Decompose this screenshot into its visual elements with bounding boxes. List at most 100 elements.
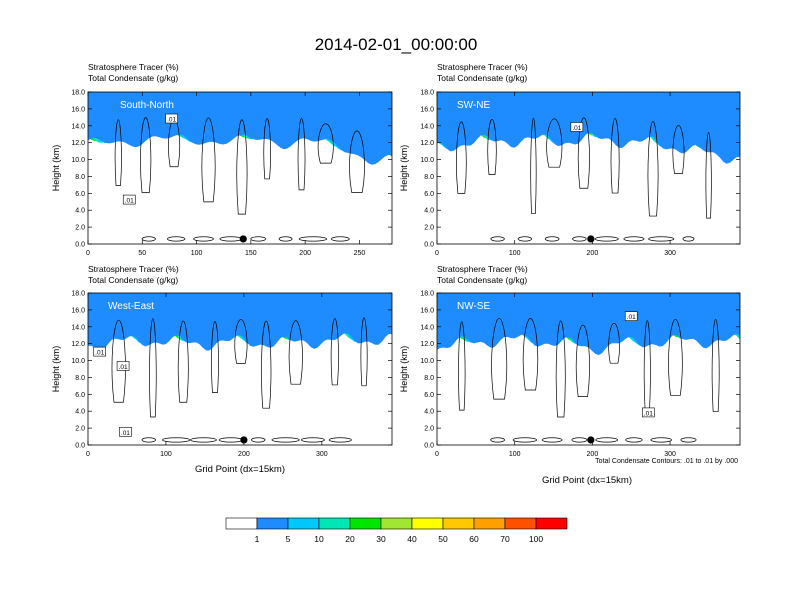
contour-label-box — [119, 427, 132, 437]
contour-label-box — [624, 311, 638, 321]
figure-title: 2014-02-01_00:00:00 — [315, 35, 478, 54]
surface-cloud-contour — [167, 236, 186, 242]
condensate-contour — [236, 119, 248, 215]
panel-south-north: Stratosphere Tracer (%) Total Condensate… — [51, 62, 393, 257]
panel-label-tracer: Stratosphere Tracer (%) — [88, 62, 179, 72]
y-tick-label: 6.0 — [75, 392, 85, 399]
colorbar-swatch — [287, 517, 320, 530]
tracer-band — [88, 92, 392, 165]
y-tick-label: 6.0 — [75, 191, 85, 198]
x-tick-label: 100 — [191, 250, 203, 257]
y-tick-label: 2.0 — [75, 426, 85, 433]
condensate-contours — [111, 317, 368, 443]
contour-label-box — [116, 361, 130, 371]
y-tick-label: 4.0 — [75, 409, 85, 416]
y-tick-label: 4.0 — [424, 409, 434, 416]
y-tick-label: 4.0 — [75, 208, 85, 215]
surface-cloud-contour — [162, 437, 191, 443]
panel-label-tracer: Stratosphere Tracer (%) — [437, 264, 528, 274]
location-marker — [239, 235, 247, 243]
colorbar-label: 60 — [469, 534, 479, 544]
surface-cloud-contour — [572, 236, 587, 242]
x-tick-label: 0 — [435, 451, 439, 458]
colorbar-label: 100 — [529, 534, 543, 544]
plot-frame — [436, 91, 741, 245]
condensate-contour — [491, 317, 508, 400]
plot-area: .01 .01 South-North 0.0 2.0 4.0 6.0 8.0 10.0 12.0… — [71, 90, 393, 257]
surface-cloud-contour — [595, 437, 619, 443]
condensate-contour — [530, 117, 537, 214]
x-tick-label: 0 — [86, 250, 90, 257]
colorbar-label: 30 — [376, 534, 386, 544]
x-tick-label: 300 — [664, 451, 676, 458]
panel-label-tracer: Stratosphere Tracer (%) — [88, 264, 179, 274]
x-tick-label: 300 — [664, 250, 676, 257]
condensate-contours — [456, 117, 712, 242]
x-tick-label: 100 — [509, 451, 521, 458]
section-annotation: NW-SE — [457, 301, 490, 312]
colorbar-swatch — [256, 517, 289, 530]
x-tick-label: 0 — [86, 451, 90, 458]
colorbar: 1 5 10 20 30 40 50 60 70 100 — [225, 517, 568, 544]
surface-cloud-contour — [623, 236, 645, 242]
colorbar-label: 50 — [438, 534, 448, 544]
condensate-contour — [672, 125, 685, 174]
y-tick-label: 14.0 — [420, 123, 434, 130]
y-axis-label: Height (km) — [399, 346, 409, 393]
surface-cloud-contour — [650, 437, 672, 443]
y-tick-label: 6.0 — [424, 392, 434, 399]
colorbar-swatch — [225, 517, 258, 530]
colorbar-label: 5 — [286, 534, 291, 544]
surface-cloud-contour — [141, 236, 156, 242]
contour-label: .01 — [644, 410, 653, 417]
panel-sw-ne: Stratosphere Tracer (%) Total Condensate… — [399, 62, 741, 257]
x-tick-label: 200 — [587, 250, 599, 257]
surface-cloud-contour — [490, 437, 505, 443]
x-tick-label: 50 — [138, 250, 146, 257]
y-tick-label: 0.0 — [424, 443, 434, 450]
panel-label-condensate: Total Condensate (g/kg) — [88, 73, 178, 83]
surface-cloud-contour — [517, 236, 532, 242]
condensate-contour — [546, 118, 563, 168]
y-tick-label: 14.0 — [71, 123, 85, 130]
y-axis-label: Height (km) — [51, 346, 61, 393]
surface-cloud-contour — [594, 236, 619, 242]
condensate-contour — [201, 117, 216, 203]
y-tick-label: 18.0 — [71, 291, 85, 298]
contour-label: .01 — [121, 430, 130, 437]
x-axis-label: Grid Point (dx=15km) — [542, 475, 632, 486]
y-tick-label: 4.0 — [424, 208, 434, 215]
surface-cloud-contour — [141, 437, 157, 443]
x-axis-label: Grid Point (dx=15km) — [195, 464, 285, 475]
condensate-contour — [643, 320, 651, 411]
condensate-contour — [608, 322, 620, 364]
condensate-contour — [360, 317, 368, 387]
y-tick-label: 0.0 — [75, 443, 85, 450]
y-tick-label: 16.0 — [420, 307, 434, 314]
y-tick-label: 8.0 — [424, 174, 434, 181]
condensate-contour — [575, 324, 590, 397]
plot-frame — [87, 91, 393, 245]
y-tick-label: 18.0 — [420, 291, 434, 298]
y-tick-label: 10.0 — [420, 157, 434, 164]
y-tick-label: 12.0 — [71, 341, 85, 348]
panel-label-condensate: Total Condensate (g/kg) — [437, 275, 527, 285]
condensate-contour — [317, 123, 334, 164]
contour-label-box — [570, 122, 584, 132]
contour-label-box — [93, 346, 106, 357]
y-tick-label: 14.0 — [71, 324, 85, 331]
surface-cloud-contour — [512, 437, 537, 443]
colorbar-swatch — [411, 517, 444, 530]
location-marker — [240, 436, 248, 444]
condensate-contour — [711, 318, 720, 412]
condensate-contour — [349, 130, 365, 193]
colorbar-swatch — [504, 517, 537, 530]
condensate-contour — [149, 318, 157, 418]
y-tick-label: 18.0 — [71, 90, 85, 97]
section-annotation: West-East — [108, 301, 154, 312]
panel-west-east: Stratosphere Tracer (%) Total Condensate… — [51, 264, 393, 475]
x-tick-label: 300 — [316, 451, 328, 458]
colorbar-label: 40 — [407, 534, 417, 544]
y-tick-label: 8.0 — [75, 375, 85, 382]
x-tick-label: 200 — [238, 451, 250, 458]
